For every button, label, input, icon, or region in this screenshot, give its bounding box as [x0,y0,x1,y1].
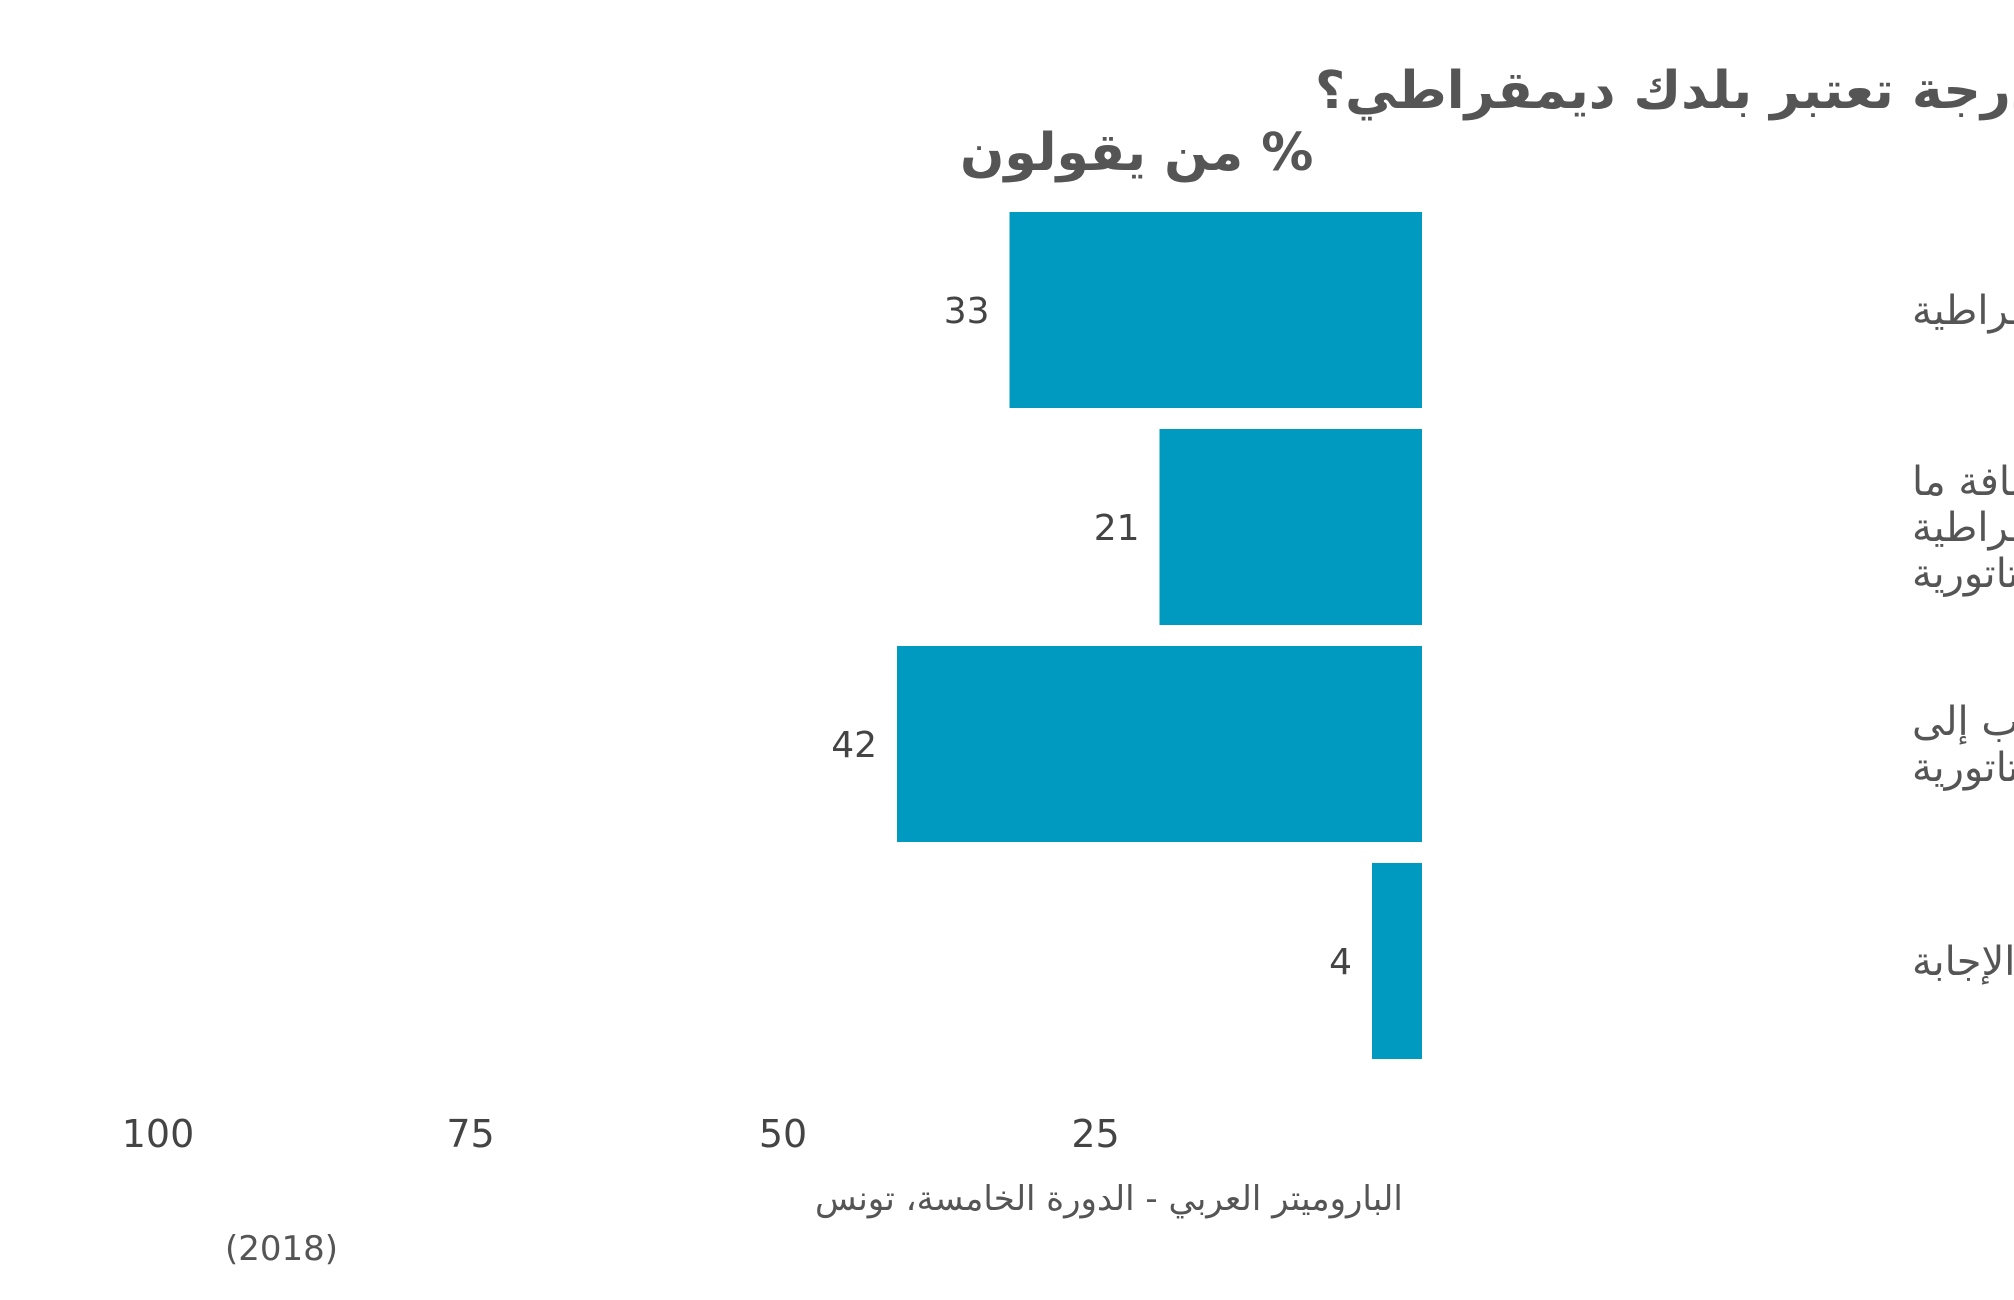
category-label-line: الديكتاتورية [1912,745,2014,791]
chart-subtitle: % من يقولون [960,123,1313,183]
value-label-2: 21 [1094,508,1140,549]
category-label-line: أقرب إلى [1912,695,2014,745]
bar-4 [1372,863,1422,1059]
source-note: البارومیتر العربي - الدورة الخامسة، تونس… [225,1179,1403,1269]
category-label-line: بين الديمقراطية [1912,505,2014,551]
category-label-3: أقرب إلىالديكتاتورية [1912,695,2014,791]
category-label-line: لا أعرف/رفض الإجابة [1912,935,2014,985]
source-line: البارومیتر العربي - الدورة الخامسة، تونس [815,1179,1403,1219]
bars-layer: 33 أقرب إلى الديمقراطية 21 نفس المسافة مابي… [831,212,2014,1059]
x-tick-label: 50 [759,1112,807,1156]
chart-title: برأيك، إلى أي درجة تعتبر بلدك ديمقراطي؟ [1315,56,2014,121]
x-tick-label: 25 [1071,1112,1119,1156]
x-tick-label: 100 [122,1112,195,1156]
bar-3 [897,646,1422,842]
category-label-line: والديكتاتورية [1912,551,2014,597]
bar-2 [1159,429,1422,625]
bar-1 [1009,212,1422,408]
value-label-4: 4 [1329,942,1352,983]
source-line: (2018) [225,1229,338,1269]
category-label-4: لا أعرف/رفض الإجابة [1912,935,2014,985]
x-axis: 25 50 75 100 [122,1112,1120,1156]
category-label-2: نفس المسافة مابين الديمقراطيةوالديكتاتور… [1912,459,2014,597]
category-label-line: نفس المسافة ما [1912,459,2014,505]
value-label-3: 42 [831,725,877,766]
category-label-1: أقرب إلى الديمقراطية [1912,284,2014,334]
x-tick-label: 75 [446,1112,494,1156]
value-label-1: 33 [944,291,990,332]
category-label-line: أقرب إلى الديمقراطية [1912,284,2014,334]
